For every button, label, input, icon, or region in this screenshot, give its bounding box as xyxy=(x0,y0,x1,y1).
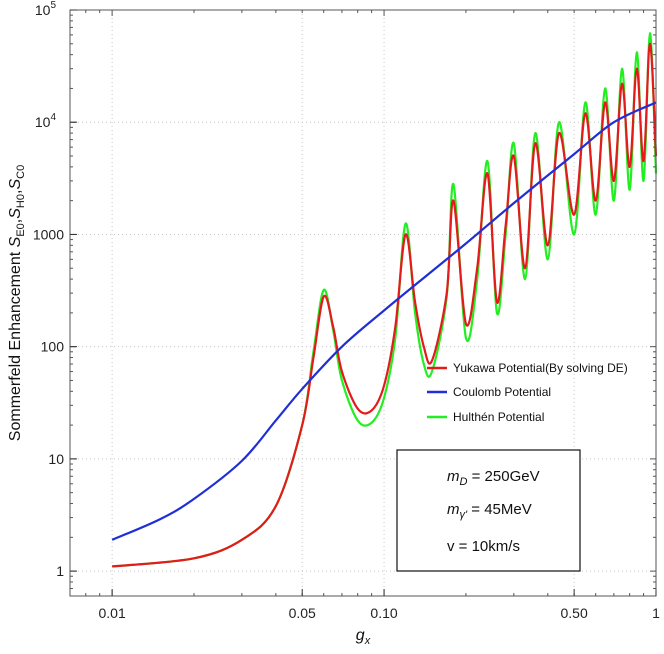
y-tick-label: 1000 xyxy=(33,226,64,242)
y-axis-title-part: , xyxy=(7,219,24,223)
annotation-symbol: m xyxy=(447,501,460,518)
series-line-2 xyxy=(111,101,657,541)
x-tick-label: 0.10 xyxy=(370,605,397,621)
legend: Yukawa Potential(By solving DE) Coulomb P… xyxy=(427,361,628,424)
x-tick-label: 0.05 xyxy=(289,605,316,621)
annotation-value: v = 10km/s xyxy=(447,538,520,555)
y-axis-title-part: H0 xyxy=(15,194,27,208)
y-axis-title-part: , xyxy=(7,190,24,194)
legend-label-3: Hulthén Potential xyxy=(453,410,544,424)
y-tick-label: 10 xyxy=(48,451,64,467)
legend-label-2: Coulomb Potential xyxy=(453,385,551,399)
y-axis-title-part: S xyxy=(7,179,24,190)
annotation-line-3: v = 10km/s xyxy=(447,538,520,555)
y-tick-exponent: 4 xyxy=(50,112,56,123)
y-axis-title: Sommerfeld Enhancement SE0,SH0,SC0 xyxy=(7,165,27,441)
annotation-value: = 45MeV xyxy=(467,501,532,518)
y-axis-title-part: C0 xyxy=(15,165,27,179)
annotation-line-2: mγ' = 45MeV xyxy=(447,501,532,521)
legend-label-1: Yukawa Potential(By solving DE) xyxy=(453,361,628,375)
plot-frame xyxy=(69,9,657,597)
annotation-line-1: mD = 250GeV xyxy=(447,468,540,488)
annotation-symbol: m xyxy=(447,468,460,485)
annotation-frame xyxy=(396,449,581,572)
y-tick-label: 1 xyxy=(56,563,64,579)
x-tick-label: 0.50 xyxy=(561,605,588,621)
series-line-1 xyxy=(112,42,658,568)
x-tick-label: 0.01 xyxy=(98,605,125,621)
x-axis-title-subscript: x xyxy=(364,635,371,647)
y-axis-title-part: E0 xyxy=(15,223,27,236)
x-tick-label: 1 xyxy=(652,605,660,621)
y-axis-title-part: S xyxy=(7,236,24,247)
series-group xyxy=(111,32,658,568)
annotation-subscript: D xyxy=(460,476,468,488)
annotation-value: = 250GeV xyxy=(467,468,539,485)
y-axis-title-part: S xyxy=(7,208,24,219)
y-tick-label: 100 xyxy=(41,339,65,355)
y-tick-exponent: 5 xyxy=(50,0,56,11)
annotation-subscript: γ' xyxy=(460,509,469,521)
y-axis-title-part: Sommerfeld Enhancement xyxy=(7,247,24,441)
